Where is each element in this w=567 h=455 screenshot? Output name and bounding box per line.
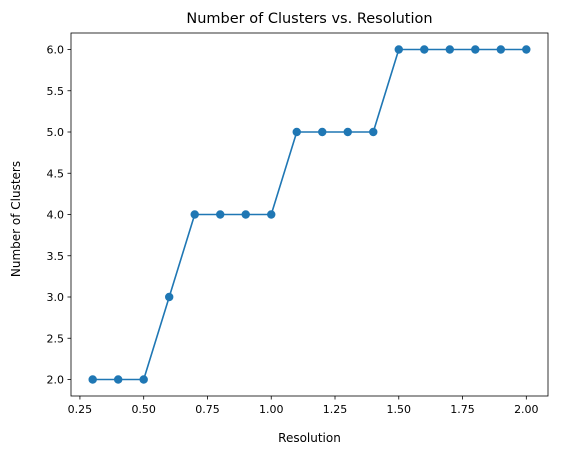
y-tick-label: 5.0 — [47, 126, 65, 139]
data-point — [394, 45, 403, 54]
data-point — [139, 375, 148, 384]
data-point — [496, 45, 506, 54]
data-point — [318, 127, 327, 137]
x-tick-label: 0.50 — [131, 403, 156, 416]
data-point — [343, 127, 352, 137]
y-tick-label: 3.0 — [47, 291, 65, 304]
y-axis-label: Number of Clusters — [9, 161, 23, 277]
data-point — [267, 210, 276, 219]
data-point — [420, 45, 429, 54]
data-point — [190, 210, 199, 219]
x-tick-label: 0.25 — [68, 403, 93, 416]
series-line — [92, 48, 527, 381]
y-axis: 2.0 2.5 3.0 3.5 4.0 4.5 5.0 5.5 6.0 — [47, 44, 71, 387]
y-tick-label: 5.5 — [47, 85, 65, 98]
y-tick-label: 6.0 — [47, 44, 65, 57]
data-point — [241, 210, 250, 219]
y-tick-label: 2.0 — [47, 374, 65, 387]
y-tick-label: 4.5 — [47, 167, 65, 180]
x-tick-label: 1.75 — [450, 403, 475, 416]
data-point — [369, 127, 378, 137]
y-tick-label: 2.5 — [47, 332, 65, 345]
data-point — [113, 375, 123, 384]
x-tick-label: 1.00 — [259, 403, 284, 416]
series-layer — [88, 45, 531, 384]
data-point — [216, 210, 225, 219]
x-tick-label: 1.50 — [387, 403, 412, 416]
x-axis: 0.25 0.50 0.75 1.00 1.25 1.50 1.75 2.00 — [68, 396, 539, 416]
x-tick-label: 2.00 — [514, 403, 539, 416]
chart-title: Number of Clusters vs. Resolution — [186, 11, 432, 27]
data-point — [471, 45, 480, 54]
data-point — [445, 45, 454, 54]
data-point — [292, 127, 301, 137]
x-tick-label: 1.25 — [323, 403, 348, 416]
y-tick-label: 3.5 — [47, 250, 65, 263]
x-axis-label: Resolution — [278, 431, 341, 445]
data-point — [522, 45, 531, 54]
data-point — [165, 292, 174, 302]
y-tick-label: 4.0 — [47, 209, 65, 222]
data-point — [88, 375, 97, 384]
x-tick-label: 0.75 — [195, 403, 220, 416]
